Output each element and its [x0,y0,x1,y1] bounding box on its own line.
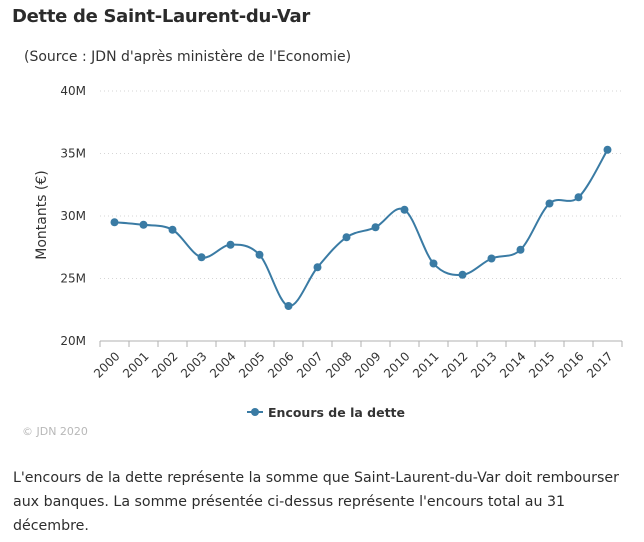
y-tick-label: 25M [60,272,86,286]
x-tick-label: 2003 [178,349,209,380]
series-points [110,145,612,310]
x-tick-label: 2006 [265,349,296,380]
x-tick-label: 2012 [439,349,470,380]
chart-subtitle: (Source : JDN d'après ministère de l'Eco… [24,49,352,65]
x-tick-label: 2009 [352,349,383,380]
x-tick-label: 2005 [236,349,267,380]
data-point-2008[interactable] [342,233,351,242]
legend-label: Encours de la dette [268,405,405,420]
page-title: Dette de Saint-Laurent-du-Var [12,6,310,27]
data-point-2010[interactable] [400,205,409,214]
x-tick-label: 2000 [91,349,122,380]
data-point-2016[interactable] [574,193,583,202]
data-point-2002[interactable] [168,225,177,234]
legend-marker [251,408,259,416]
data-point-2004[interactable] [226,240,235,249]
data-point-2017[interactable] [603,145,612,154]
x-axis-ticks: 2000200120022003200420052006200720082009… [91,341,623,381]
data-point-2014[interactable] [516,245,525,254]
x-tick-label: 2004 [207,349,238,380]
data-point-2005[interactable] [255,250,264,259]
data-point-2003[interactable] [197,253,206,262]
data-point-2000[interactable] [110,218,119,227]
y-axis-title: Montants (€) [34,170,50,260]
series-line [114,149,609,307]
data-point-2009[interactable] [371,223,380,232]
y-tick-label: 30M [60,209,86,223]
x-tick-label: 2008 [323,349,354,380]
legend[interactable]: Encours de la dette [247,405,405,420]
credits[interactable]: © JDN 2020 [22,425,88,438]
x-tick-label: 2015 [526,349,557,380]
data-point-2007[interactable] [313,263,322,272]
x-tick-label: 2014 [497,349,528,380]
grid-lines [100,90,622,342]
data-point-2015[interactable] [545,199,554,208]
y-axis-ticks: 20M 25M 30M 35M 40M [60,84,86,348]
x-tick-label: 2011 [410,349,441,380]
line-chart: 20M 25M 30M 35M 40M 200020012002200320042005… [34,84,623,420]
x-tick-label: 2013 [468,349,499,380]
data-point-2006[interactable] [284,302,293,310]
x-tick-label: 2017 [584,349,615,380]
data-point-2012[interactable] [458,270,467,279]
data-point-2001[interactable] [139,220,148,229]
x-tick-label: 2007 [294,349,325,380]
y-tick-label: 35M [60,147,86,161]
x-tick-label: 2002 [149,349,180,380]
description-text: L'encours de la dette représente la somm… [13,470,619,534]
x-tick-label: 2016 [555,349,586,380]
x-tick-label: 2010 [381,349,412,380]
data-point-2011[interactable] [429,259,438,268]
x-tick-label: 2001 [120,349,151,380]
y-tick-label: 20M [60,334,86,348]
data-point-2013[interactable] [487,254,496,263]
y-tick-label: 40M [60,84,86,98]
